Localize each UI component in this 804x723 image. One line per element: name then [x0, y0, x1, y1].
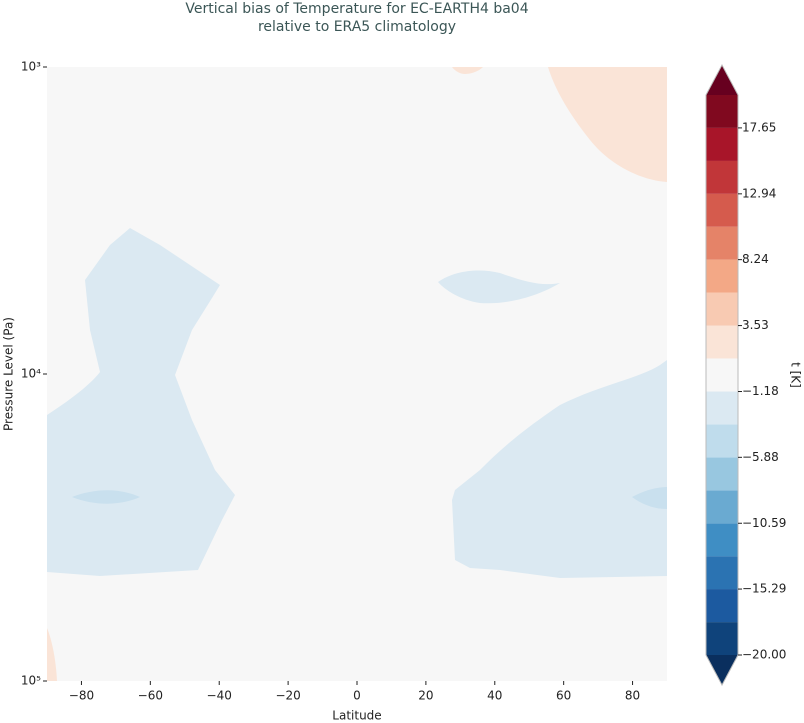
contour-region	[548, 67, 667, 182]
colorbar-bin	[706, 325, 738, 359]
contour-region	[47, 628, 57, 681]
y-tick-label: 10⁵	[21, 674, 41, 688]
colorbar-tick-label: −1.18	[742, 384, 779, 398]
colorbar-extend-under	[706, 655, 738, 685]
colorbar-bin	[706, 358, 738, 392]
colorbar-extend-over	[706, 65, 738, 95]
y-tick-label: 10³	[21, 60, 41, 74]
colorbar-bin	[706, 457, 738, 491]
x-axis-label: Latitude	[332, 709, 381, 723]
colorbar-tick-label: −5.88	[742, 450, 779, 464]
contour-region	[452, 360, 667, 578]
contour-region	[47, 228, 235, 576]
colorbar-tick-label: 17.65	[742, 120, 776, 134]
chart-title: Vertical bias of Temperature for EC-EART…	[185, 1, 528, 17]
colorbar-tick-label: −10.59	[742, 516, 786, 530]
contour-region	[72, 490, 140, 504]
colorbar-bin	[706, 391, 738, 425]
x-tick-label: 80	[625, 689, 640, 703]
colorbar-tick-label: 8.24	[742, 252, 769, 266]
colorbar-tick-label: −15.29	[742, 582, 786, 596]
colorbar-bin	[706, 490, 738, 524]
x-tick-label: 60	[556, 689, 571, 703]
colorbar-bin	[706, 556, 738, 590]
y-tick-label: 10⁴	[21, 367, 41, 381]
colorbar-tick-label: 3.53	[742, 318, 769, 332]
x-tick-label: −60	[138, 689, 163, 703]
y-axis-label: Pressure Level (Pa)	[2, 317, 16, 431]
x-tick-label: 20	[418, 689, 433, 703]
x-tick-label: −80	[69, 689, 94, 703]
colorbar-bin	[706, 226, 738, 260]
x-tick-label: −20	[275, 689, 300, 703]
colorbar-bin	[706, 523, 738, 557]
x-tick-label: 0	[353, 689, 361, 703]
colorbar-bin	[706, 95, 738, 128]
contour-region	[452, 67, 483, 74]
contour-region	[632, 487, 667, 509]
colorbar-bin	[706, 589, 738, 623]
contour-regions	[47, 67, 667, 681]
colorbar-bin	[706, 424, 738, 458]
contour-region	[438, 270, 560, 304]
colorbar-bin	[706, 160, 738, 194]
x-tick-label: 40	[487, 689, 502, 703]
colorbar-bin	[706, 259, 738, 293]
colorbar-label: t [K]	[789, 362, 803, 388]
colorbar-bin	[706, 292, 738, 326]
chart-title: relative to ERA5 climatology	[258, 19, 456, 35]
colorbar-tick-label: −20.00	[742, 648, 786, 662]
colorbar-tick-label: 12.94	[742, 186, 776, 200]
x-tick-label: −40	[207, 689, 232, 703]
colorbar-bin	[706, 622, 738, 655]
colorbar-bin	[706, 127, 738, 161]
colorbar-bin	[706, 193, 738, 227]
